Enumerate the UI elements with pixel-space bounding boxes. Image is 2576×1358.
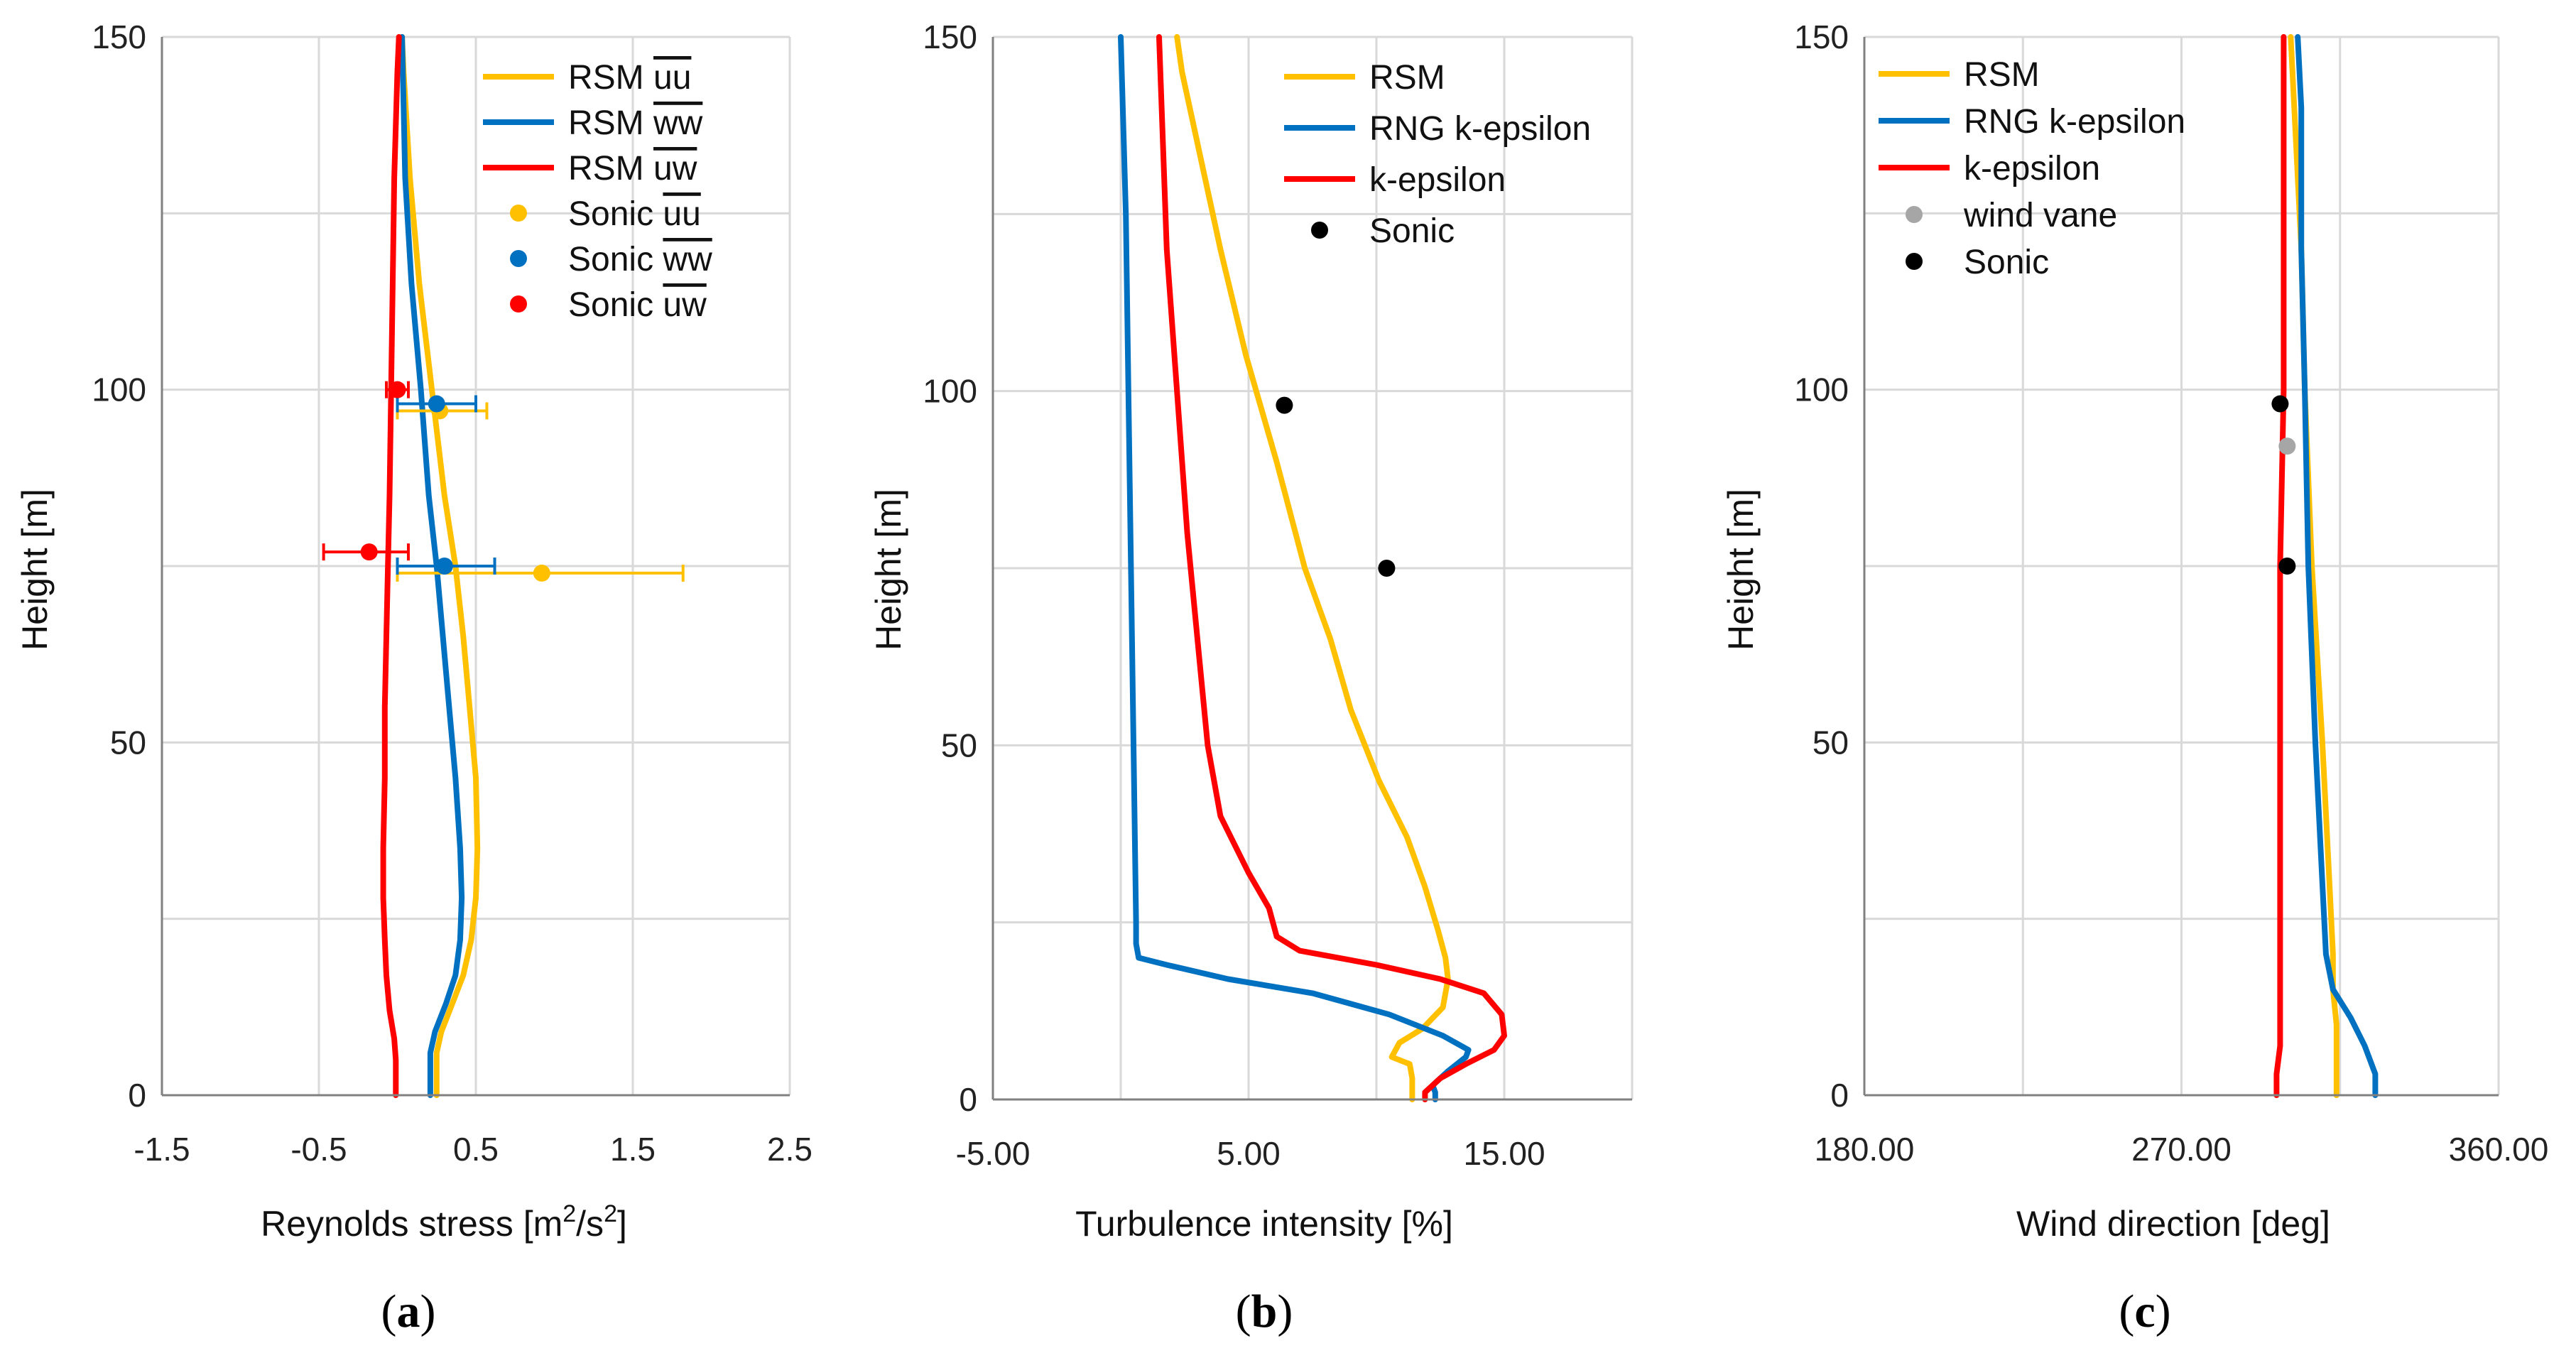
- legend-label: RSM uu: [568, 59, 691, 97]
- y-tick-label: 0: [128, 1077, 146, 1114]
- caption-c: (c): [2119, 1286, 2170, 1337]
- legend-dot-swatch: [510, 295, 527, 313]
- sonic-points-a: [322, 381, 685, 582]
- x-tick-label: 5.00: [1217, 1135, 1281, 1172]
- legend-overline-term: ww: [653, 104, 703, 142]
- legend-label: RSM uw: [568, 150, 697, 188]
- legend-label: RNG k-epsilon: [1964, 103, 2185, 141]
- data-point-wind-vane: [2278, 438, 2296, 455]
- x-tick-label: 15.00: [1463, 1135, 1545, 1172]
- y-tick-label: 100: [1794, 371, 1849, 408]
- data-point-sonic: [1378, 560, 1396, 577]
- legend-c: RSM RNG k-epsilon k-epsilon wind vane Sonic: [1879, 56, 2185, 281]
- y-axis-label-b: Height [m]: [869, 489, 908, 651]
- legend-b: RSM RNG k-epsilon k-epsilon Sonic: [1284, 59, 1591, 250]
- chart-c: 180.00 270.00 360.00 0 50 100 150 RSM RNG k-eps…: [1721, 18, 2548, 1337]
- y-tick-label: 150: [923, 18, 977, 55]
- legend-label: Sonic uw: [568, 286, 707, 324]
- series-line-rsm: [1174, 34, 1451, 1102]
- legend-label: Sonic ww: [568, 241, 712, 278]
- chart-b: -5.00 5.00 15.00 0 50 100 150 RSM RNG k-epsilon…: [869, 18, 1634, 1337]
- data-point-sonic-ww: [428, 395, 445, 413]
- legend-overline-term: uw: [663, 286, 707, 324]
- data-point-sonic: [2271, 395, 2289, 413]
- caption-b: (b): [1236, 1286, 1293, 1337]
- legend-dot-swatch: [510, 205, 527, 222]
- x-tick-label: -0.5: [290, 1131, 347, 1168]
- x-tick-label: 180.00: [1815, 1131, 1915, 1168]
- legend-label: RSM: [1369, 59, 1445, 97]
- tick-labels-a: -1.5 -0.5 0.5 1.5 2.5 0 50 100 150: [92, 18, 813, 1168]
- legend-label: k-epsilon: [1369, 161, 1506, 199]
- series-line-rsm-uw: [380, 34, 402, 1098]
- legend-label: RSM ww: [568, 104, 703, 142]
- x-tick-label: -5.00: [956, 1135, 1031, 1172]
- legend-overline-term: uw: [653, 150, 697, 188]
- series-line-rsm-uu: [399, 34, 481, 1098]
- gridlines-c: [1863, 36, 2500, 1097]
- legend-dot-swatch: [1906, 206, 1923, 223]
- y-tick-label: 0: [1830, 1077, 1849, 1114]
- legend-label: Sonic: [1369, 212, 1455, 250]
- y-tick-label: 150: [92, 18, 146, 55]
- x-axis-label-b: Turbulence intensity [%]: [1075, 1204, 1453, 1244]
- y-tick-label: 50: [941, 727, 977, 764]
- x-tick-label: 2.5: [767, 1131, 813, 1168]
- sonic-points-c: [2271, 395, 2296, 575]
- series-line-rsm-ww: [399, 34, 465, 1098]
- axes-c: [1863, 37, 2499, 1097]
- series-lines-c: [2273, 34, 2379, 1098]
- legend-label: Sonic uu: [568, 195, 701, 233]
- data-point-sonic: [1276, 396, 1293, 414]
- data-point-sonic-uw: [360, 543, 378, 561]
- y-tick-label: 50: [1813, 724, 1849, 761]
- legend-a: RSM uu RSM ww RSM uw Sonic uu Sonic ww Sonic …: [483, 59, 712, 324]
- data-point-sonic-ww: [435, 558, 453, 575]
- legend-overline-term: uu: [653, 59, 691, 97]
- legend-overline-term: uu: [663, 195, 700, 233]
- gridlines-b: [991, 36, 1634, 1101]
- x-tick-label: 0.5: [453, 1131, 499, 1168]
- tick-labels-c: 180.00 270.00 360.00 0 50 100 150: [1794, 18, 2548, 1168]
- x-tick-label: 360.00: [2449, 1131, 2549, 1168]
- caption-a: (a): [381, 1286, 436, 1337]
- legend-label: k-epsilon: [1964, 150, 2100, 188]
- y-tick-label: 50: [110, 724, 146, 761]
- series-line-k-epsilon: [1156, 34, 1507, 1102]
- legend-dot-swatch: [1311, 222, 1328, 239]
- series-line-rng-k-epsilon: [2295, 34, 2379, 1098]
- data-point-sonic-uw: [388, 381, 406, 398]
- x-axis-label-c: Wind direction [deg]: [2016, 1204, 2330, 1244]
- tick-labels-b: -5.00 5.00 15.00 0 50 100 150: [923, 18, 1545, 1172]
- series-line-k-epsilon: [2273, 34, 2287, 1098]
- axes-a: [161, 37, 790, 1097]
- legend-label: wind vane: [1963, 197, 2117, 234]
- series-lines-b: [1118, 34, 1507, 1102]
- y-axis-label-c: Height [m]: [1721, 489, 1761, 651]
- series-lines-a: [380, 34, 481, 1098]
- legend-label: Sonic: [1964, 244, 2049, 281]
- legend-dot-swatch: [510, 250, 527, 267]
- y-tick-label: 0: [959, 1081, 977, 1118]
- data-point-sonic: [2278, 558, 2296, 575]
- x-tick-label: -1.5: [134, 1131, 190, 1168]
- y-tick-label: 100: [923, 373, 977, 410]
- legend-dot-swatch: [1906, 253, 1923, 270]
- legend-label: RNG k-epsilon: [1369, 110, 1591, 148]
- legend-overline-term: ww: [662, 241, 712, 278]
- x-axis-label-a: Reynolds stress [m2/s2]: [261, 1200, 627, 1244]
- legend-label: RSM: [1964, 56, 2040, 94]
- y-axis-label-a: Height [m]: [15, 489, 55, 651]
- y-tick-label: 100: [92, 371, 146, 408]
- x-tick-label: 270.00: [2131, 1131, 2232, 1168]
- x-tick-label: 1.5: [610, 1131, 656, 1168]
- sonic-points-b: [1276, 396, 1396, 577]
- axes-b: [991, 37, 1632, 1101]
- y-tick-label: 150: [1794, 18, 1849, 55]
- data-point-sonic-uu: [533, 564, 550, 582]
